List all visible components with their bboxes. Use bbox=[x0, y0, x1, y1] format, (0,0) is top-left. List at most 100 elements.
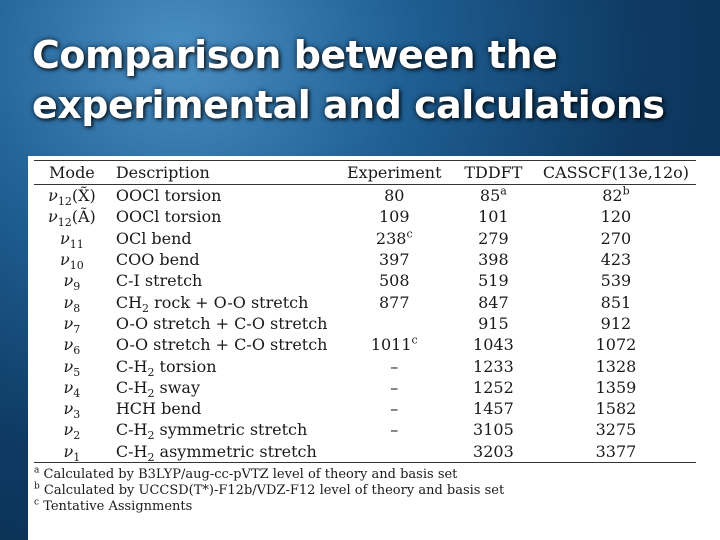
description-text: O-O stretch + C-O stretch bbox=[115, 335, 328, 355]
mode-index: 6 bbox=[73, 344, 81, 358]
description-text: OOCl torsion bbox=[115, 207, 222, 227]
footnote: c Tentative Assignments bbox=[34, 498, 720, 515]
description-rest: sway bbox=[154, 377, 201, 397]
casscf-value: 539 bbox=[600, 271, 632, 291]
casscf-value: 423 bbox=[600, 250, 632, 270]
cell-mode: ν11 bbox=[34, 228, 110, 251]
cell-description: C-H2 torsion bbox=[110, 355, 338, 379]
cell-mode: ν2 bbox=[34, 419, 110, 441]
cell-mode: ν3 bbox=[34, 398, 110, 422]
description-subscript: 2 bbox=[147, 450, 155, 464]
table-row: ν3 HCH bend –1457 1582 bbox=[34, 398, 696, 422]
cell-experiment: 397 bbox=[338, 249, 451, 270]
table-row: ν12(X̃) OOCl torsion 80 85a 82b bbox=[34, 185, 696, 208]
mode-symbol: ν bbox=[63, 441, 74, 461]
description-text: C-H bbox=[115, 420, 148, 440]
table-row: ν4 C-H2 sway –1252 1359 bbox=[34, 377, 696, 400]
casscf-value: 270 bbox=[600, 228, 632, 248]
cell-experiment: – bbox=[338, 377, 451, 398]
casscf-value: 912 bbox=[600, 313, 632, 333]
experiment-value: 80 bbox=[384, 186, 405, 206]
description-text: C-I stretch bbox=[115, 271, 203, 291]
header-description: Description bbox=[115, 163, 210, 182]
experiment-value: 109 bbox=[378, 207, 410, 227]
cell-mode: ν12(X̃) bbox=[34, 185, 110, 207]
footnote-text: Tentative Assignments bbox=[43, 498, 193, 514]
tddft-value: 915 bbox=[478, 313, 509, 333]
description-rest: rock + O-O stretch bbox=[149, 292, 309, 312]
mode-symbol: ν bbox=[60, 228, 70, 248]
cell-experiment: 80 bbox=[338, 185, 451, 207]
cell-casscf: 120 bbox=[536, 206, 696, 227]
cell-casscf: 1582 bbox=[536, 398, 696, 419]
mode-index: 5 bbox=[73, 365, 81, 379]
footnote: a Calculated by B3LYP/aug-cc-pVTZ level … bbox=[34, 466, 720, 483]
description-text: C-H bbox=[115, 441, 148, 461]
description-subscript: 2 bbox=[147, 365, 155, 379]
cell-mode: ν1 bbox=[34, 441, 110, 463]
cell-tddft: 101 bbox=[451, 206, 536, 227]
cell-tddft: 847 bbox=[451, 291, 536, 312]
cell-casscf: 539 bbox=[536, 270, 696, 291]
tddft-value: 1233 bbox=[473, 356, 514, 376]
mode-index: 11 bbox=[69, 237, 84, 251]
table-row: ν7 O-O stretch + C-O stretch 915 912 bbox=[34, 313, 696, 335]
cell-casscf: 3275 bbox=[536, 419, 696, 440]
mode-symbol: ν bbox=[63, 377, 74, 397]
cell-tddft: 279 bbox=[451, 228, 536, 249]
cell-description: OOCl torsion bbox=[110, 185, 338, 207]
experiment-value: 238 bbox=[375, 228, 407, 248]
cell-experiment: – bbox=[338, 419, 451, 440]
tddft-value: 398 bbox=[478, 250, 509, 270]
mode-symbol: ν bbox=[63, 399, 74, 419]
cell-experiment: 877 bbox=[338, 291, 451, 312]
cell-experiment: 238c bbox=[338, 228, 451, 249]
cell-mode: ν4 bbox=[34, 377, 110, 399]
mode-symbol: ν bbox=[63, 292, 74, 312]
cell-description: OOCl torsion bbox=[110, 206, 338, 227]
footnote-text: Calculated by B3LYP/aug-cc-pVTZ level of… bbox=[43, 466, 458, 482]
casscf-value: 120 bbox=[600, 207, 632, 227]
casscf-value: 3377 bbox=[595, 441, 637, 461]
header-tddft: TDDFT bbox=[464, 163, 523, 182]
mode-index: 3 bbox=[73, 408, 81, 422]
experiment-value: – bbox=[390, 377, 399, 397]
mode-index: 8 bbox=[73, 301, 81, 315]
table-row: ν2 C-H2 symmetric stretch –3105 3275 bbox=[34, 419, 696, 441]
casscf-value: 851 bbox=[600, 292, 632, 312]
cell-mode: ν10 bbox=[34, 249, 110, 271]
mode-index: 9 bbox=[73, 280, 81, 294]
mode-index: 12 bbox=[57, 195, 72, 209]
table-row: ν9 C-I stretch 508 519 539 bbox=[34, 270, 696, 294]
description-subscript: 2 bbox=[142, 301, 150, 315]
experiment-value: 1011 bbox=[370, 335, 412, 355]
cell-description: C-H2 asymmetric stretch bbox=[110, 441, 338, 463]
mode-symbol: ν bbox=[63, 335, 74, 355]
experiment-value: 877 bbox=[378, 292, 410, 312]
casscf-value: 1582 bbox=[595, 399, 637, 419]
casscf-value: 1359 bbox=[595, 377, 637, 397]
cell-tddft: 519 bbox=[451, 270, 536, 291]
cell-description: C-I stretch bbox=[110, 270, 338, 291]
description-text: OCl bend bbox=[115, 228, 192, 248]
table-row: ν6 O-O stretch + C-O stretch 1011c 1043 1072 bbox=[34, 334, 696, 358]
cell-description: C-H2 symmetric stretch bbox=[110, 419, 338, 441]
table-body: ν12(X̃) OOCl torsion 80 85a 82b ν12(Ã) OOCl to… bbox=[34, 185, 696, 463]
cell-casscf: 82b bbox=[536, 185, 696, 207]
cell-description: OCl bend bbox=[110, 228, 338, 249]
footnotes: a Calculated by B3LYP/aug-cc-pVTZ level … bbox=[34, 466, 720, 515]
cell-mode: ν5 bbox=[34, 355, 110, 379]
cell-experiment: 1011c bbox=[338, 334, 451, 355]
cell-casscf: 270 bbox=[536, 228, 696, 249]
mode-state: (Ã) bbox=[71, 207, 96, 227]
mode-symbol: ν bbox=[63, 356, 74, 376]
experiment-value: – bbox=[390, 356, 399, 376]
tddft-value: 279 bbox=[478, 228, 509, 248]
cell-experiment: – bbox=[338, 355, 451, 376]
header-experiment: Experiment bbox=[346, 163, 442, 182]
cell-experiment bbox=[338, 441, 451, 463]
description-text: O-O stretch + C-O stretch bbox=[115, 313, 328, 333]
cell-mode: ν7 bbox=[34, 313, 110, 335]
description-subscript: 2 bbox=[147, 387, 155, 400]
mode-symbol: ν bbox=[60, 250, 70, 270]
